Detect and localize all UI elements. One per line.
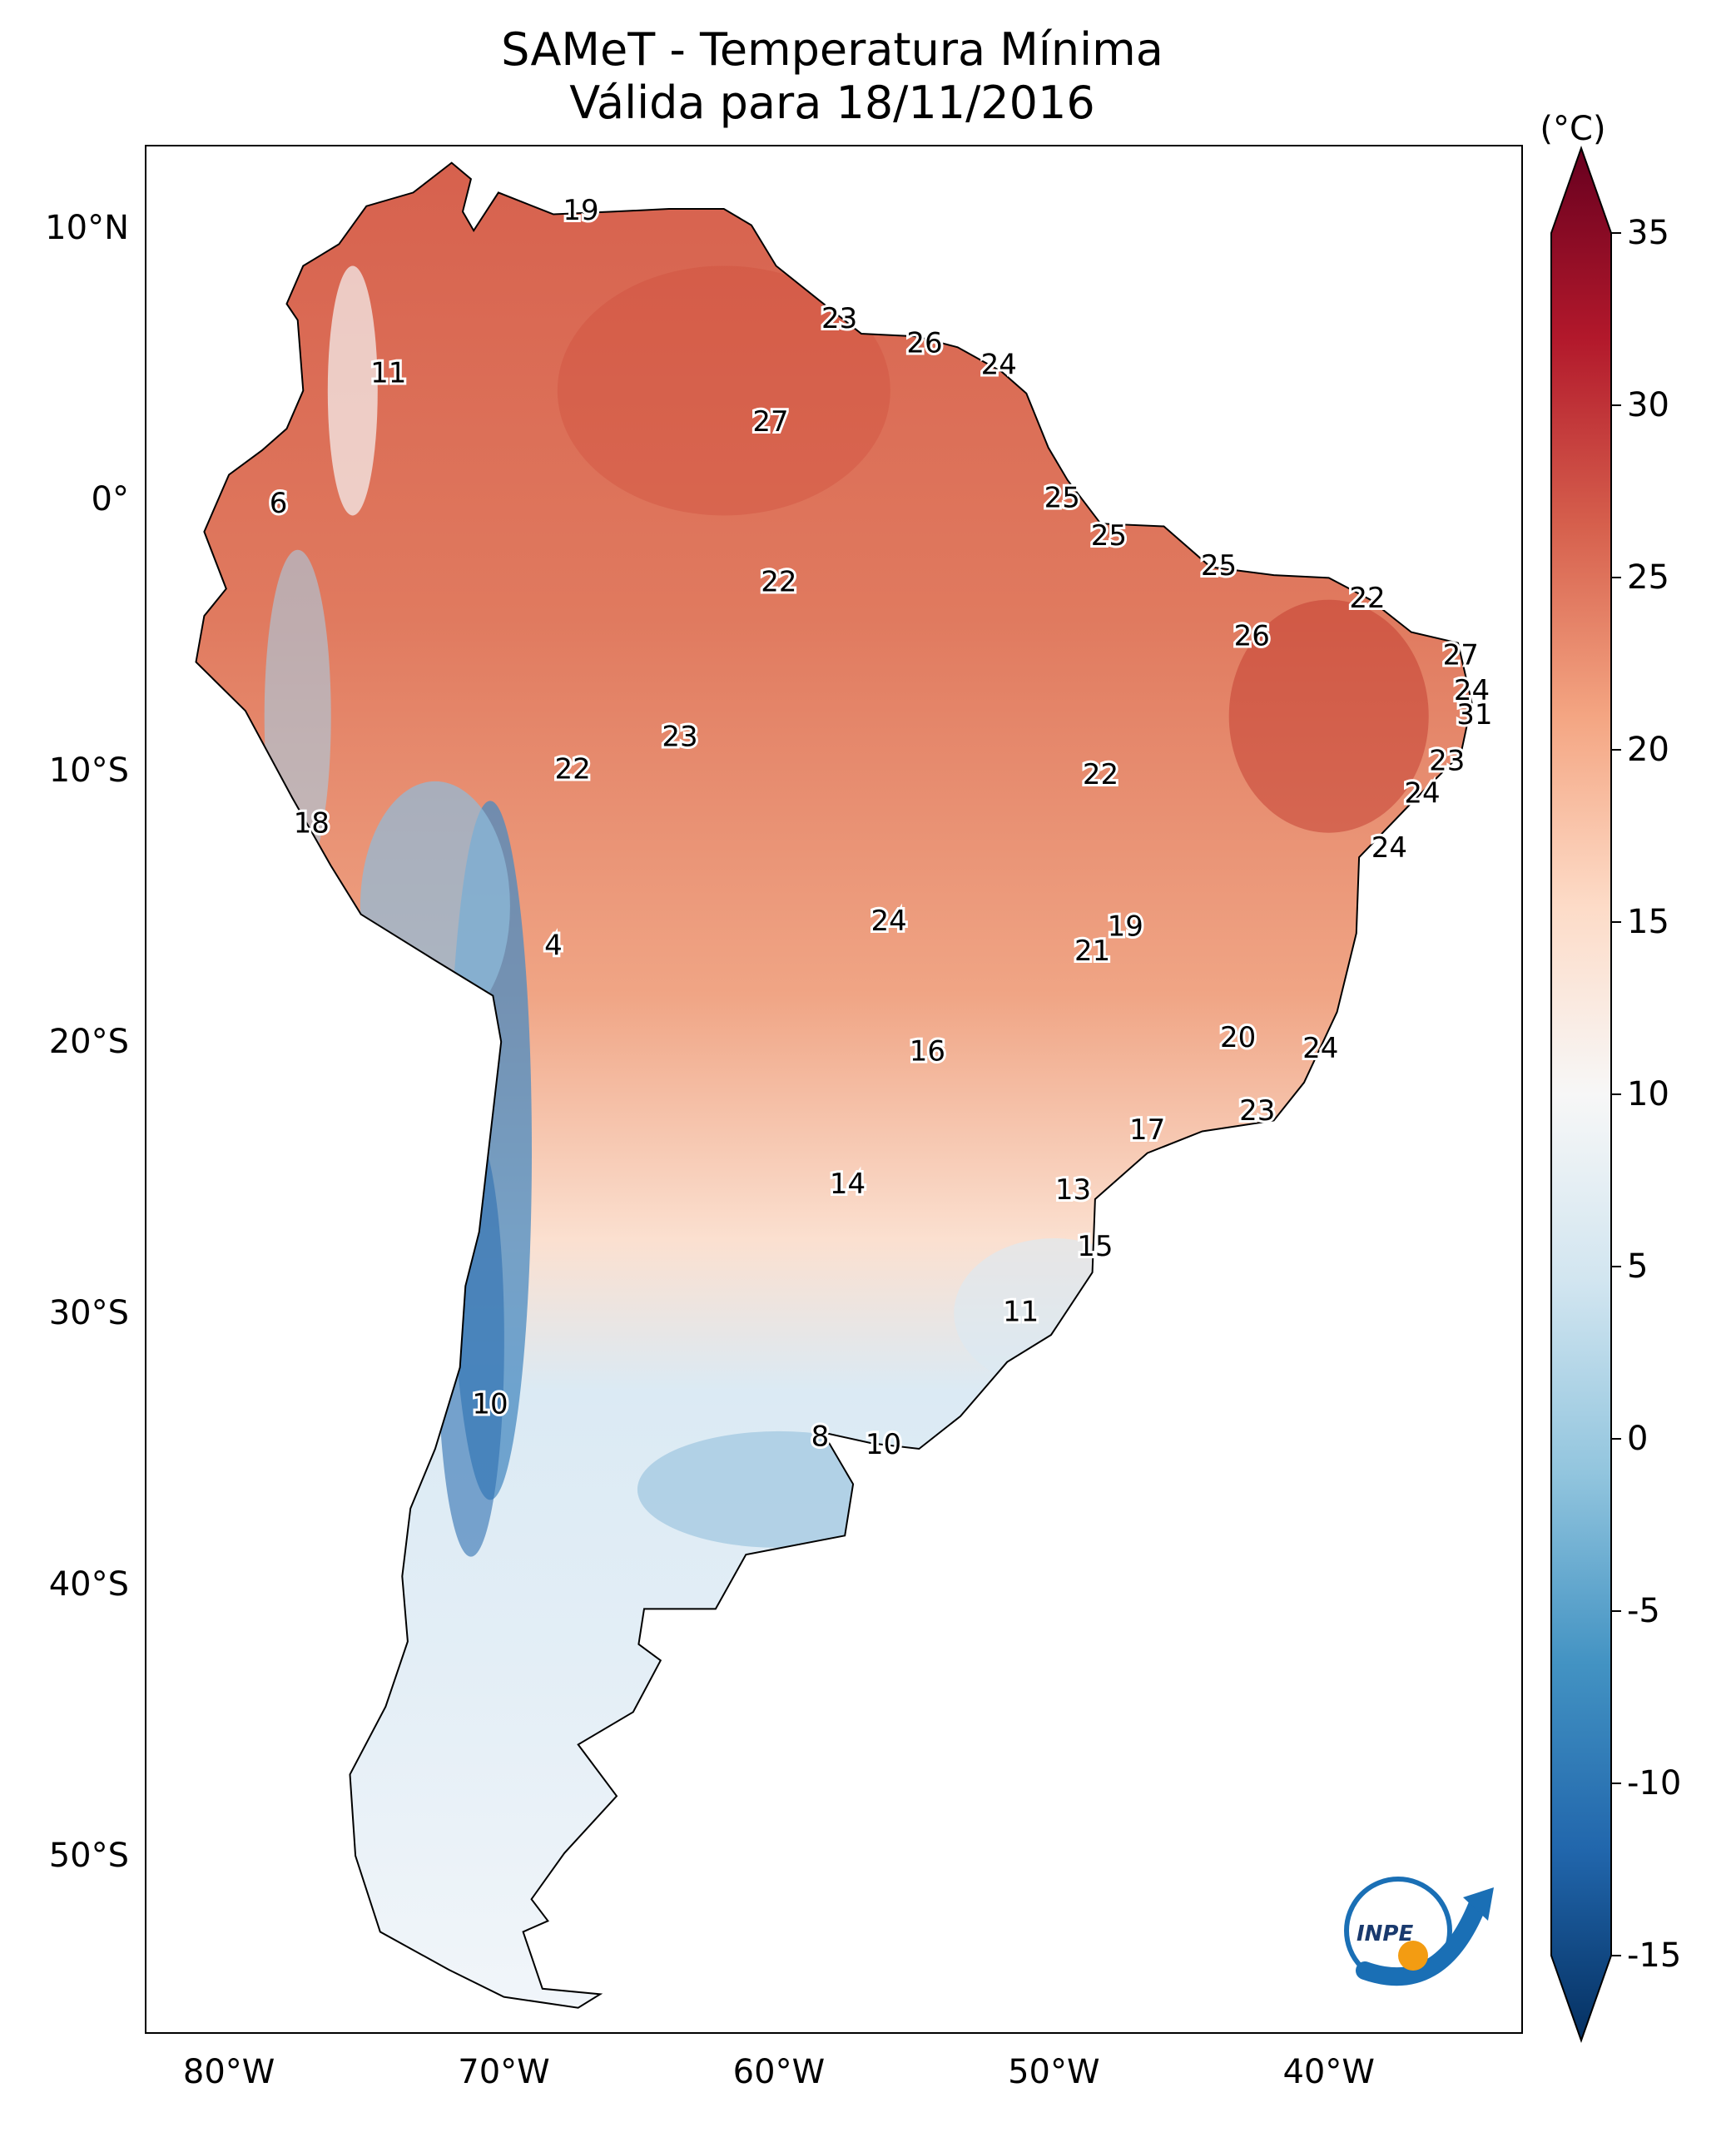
- land-fill: [195, 161, 1473, 2009]
- station-value-label: 24: [870, 905, 906, 938]
- colorbar-tick-mark: [1611, 404, 1621, 406]
- station-value-label: 27: [1443, 638, 1479, 672]
- station-value-label: 24: [1371, 831, 1407, 865]
- station-value-label: 13: [1055, 1173, 1091, 1207]
- colorbar-unit: (°C): [1540, 110, 1606, 148]
- colorbar-tick-mark: [1611, 1266, 1621, 1267]
- station-value-label: 6: [270, 487, 288, 520]
- colorbar-tick-label: 15: [1627, 903, 1669, 941]
- station-value-label: 11: [370, 356, 406, 389]
- station-value-label: 10: [472, 1387, 508, 1421]
- colorbar-tick-label: 20: [1627, 731, 1669, 769]
- latitude-tick-label: 20°S: [48, 1022, 129, 1061]
- station-value-label: 24: [1404, 777, 1440, 811]
- colorbar-tick-mark: [1611, 1610, 1621, 1612]
- colorbar-tick-mark: [1611, 921, 1621, 923]
- station-value-label: 23: [662, 720, 697, 753]
- station-value-label: 23: [821, 302, 857, 335]
- longitude-tick-label: 60°W: [732, 2053, 826, 2091]
- station-value-label: 31: [1456, 698, 1492, 731]
- station-value-label: 11: [1003, 1295, 1039, 1328]
- colorbar-tick-mark: [1611, 232, 1621, 234]
- station-value-label: 16: [910, 1034, 945, 1068]
- colorbar-tick-mark: [1611, 1093, 1621, 1095]
- station-value-label: 27: [752, 405, 788, 439]
- station-value-label: 8: [811, 1420, 830, 1453]
- station-value-label: 22: [1349, 582, 1385, 615]
- longitude-tick-label: 70°W: [458, 2053, 550, 2091]
- station-value-label: 26: [1234, 620, 1270, 653]
- latitude-tick-label: 50°S: [48, 1837, 129, 1876]
- map-title-line1: SAMeT - Temperatura Mínima: [501, 23, 1163, 76]
- longitude-tick-label: 50°W: [1008, 2053, 1100, 2091]
- colorbar-tick-label: -15: [1627, 1936, 1682, 1975]
- colorbar-tick-label: -5: [1627, 1592, 1660, 1630]
- station-value-label: 25: [1091, 519, 1127, 553]
- colorbar-tick-mark: [1611, 749, 1621, 751]
- latitude-tick-label: 10°N: [45, 208, 129, 247]
- station-value-label: 24: [981, 349, 1017, 382]
- station-value-label: 18: [294, 807, 330, 840]
- latitude-tick-label: 0°: [91, 479, 129, 518]
- station-value-label: 23: [1429, 745, 1465, 778]
- station-value-label: 15: [1077, 1230, 1113, 1263]
- station-value-label: 17: [1129, 1113, 1165, 1147]
- station-value-label: 10: [866, 1428, 901, 1461]
- station-value-label: 4: [544, 929, 563, 962]
- station-value-label: 25: [1044, 481, 1080, 514]
- colorbar-tick-label: 10: [1627, 1075, 1669, 1113]
- station-value-label: 24: [1454, 674, 1490, 707]
- colorbar-tick-label: 30: [1627, 386, 1669, 424]
- station-value-label: 22: [554, 752, 590, 786]
- longitude-tick-label: 80°W: [182, 2053, 275, 2091]
- inpe-logo: INPE: [1344, 1877, 1494, 1986]
- colorbar-tick-label: 5: [1627, 1247, 1649, 1286]
- station-value-label: 26: [906, 327, 942, 360]
- inpe-logo-text: INPE: [1357, 1921, 1413, 1946]
- colorbar-tick-label: 25: [1627, 558, 1669, 597]
- latitude-tick-label: 30°S: [48, 1293, 129, 1332]
- station-value-label: 19: [563, 194, 598, 227]
- station-value-label: 25: [1201, 549, 1237, 583]
- latitude-tick-label: 40°S: [48, 1565, 129, 1604]
- colorbar-tick-mark: [1611, 1955, 1621, 1956]
- colorbar-tick-mark: [1611, 1783, 1621, 1784]
- colorbar-tick-label: 35: [1627, 214, 1669, 252]
- station-value-label: 23: [1239, 1094, 1275, 1128]
- map-panel: 19 11 23 26 24 27 6 25 25 22 25 22 26 27 24 31 23 22 22 23 2…: [145, 145, 1523, 2034]
- station-value-label: 22: [1083, 758, 1118, 791]
- station-value-label: 19: [1108, 910, 1143, 944]
- station-value-label: 24: [1302, 1032, 1338, 1065]
- station-value-label: 21: [1074, 935, 1110, 968]
- colorbar-tick-mark: [1611, 577, 1621, 578]
- coastline: [195, 161, 1473, 2009]
- colorbar-tick-mark: [1611, 1438, 1621, 1440]
- station-value-label: 14: [830, 1168, 866, 1201]
- colorbar-tick-label: -10: [1627, 1764, 1682, 1802]
- colorbar: [1550, 145, 1612, 2044]
- station-value-label: 20: [1220, 1021, 1256, 1054]
- latitude-tick-label: 10°S: [48, 751, 129, 790]
- colorbar-tick-label: 0: [1627, 1420, 1649, 1458]
- map-title-line2: Válida para 18/11/2016: [569, 77, 1095, 129]
- station-value-label: 22: [761, 565, 796, 598]
- longitude-tick-label: 40°W: [1282, 2053, 1375, 2091]
